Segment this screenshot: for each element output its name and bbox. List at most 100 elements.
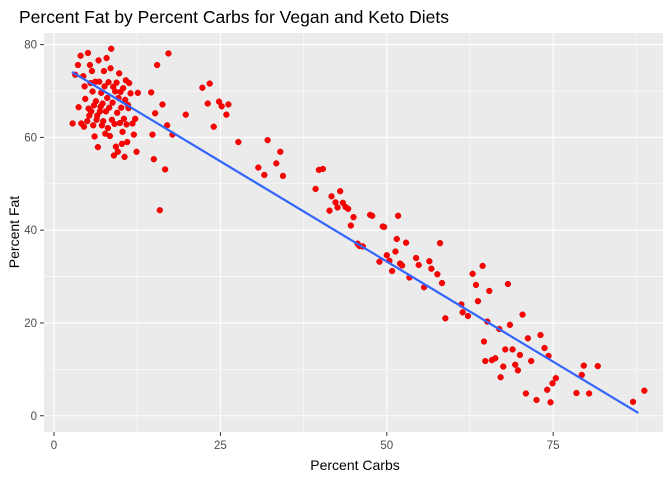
data-point <box>95 57 102 64</box>
data-point <box>345 205 352 212</box>
x-axis-title: Percent Carbs <box>310 457 399 473</box>
data-point <box>114 109 121 116</box>
trend-line <box>71 71 639 414</box>
data-point <box>480 338 488 345</box>
data-point <box>154 61 161 69</box>
data-point <box>99 100 106 107</box>
data-point <box>334 204 341 211</box>
data-point <box>88 67 96 75</box>
data-point <box>103 54 110 62</box>
data-point <box>223 111 230 118</box>
data-point <box>541 344 548 352</box>
data-point <box>129 120 136 127</box>
data-point <box>264 137 271 144</box>
data-point <box>472 281 480 289</box>
data-point <box>124 138 131 146</box>
data-point <box>84 49 92 57</box>
data-point <box>121 153 128 161</box>
data-point <box>96 78 103 85</box>
y-tick-label: 40 <box>24 225 37 237</box>
data-point <box>438 279 446 287</box>
data-point <box>105 79 112 86</box>
data-point <box>132 115 139 122</box>
data-point <box>101 83 108 90</box>
data-point <box>273 160 280 167</box>
data-point <box>479 262 486 270</box>
data-point <box>113 79 120 86</box>
data-point <box>412 254 420 262</box>
y-axis-ticks: 0 20 40 60 80 <box>24 40 44 423</box>
data-point <box>89 88 96 95</box>
data-point <box>328 193 335 200</box>
data-point <box>502 346 509 353</box>
data-point <box>544 386 551 393</box>
data-point <box>104 124 112 132</box>
data-point <box>118 104 125 111</box>
data-point <box>86 61 94 69</box>
data-point <box>218 103 225 110</box>
data-point <box>594 362 601 370</box>
data-point <box>130 131 138 138</box>
data-point <box>204 100 211 107</box>
data-point <box>225 101 232 108</box>
data-point <box>326 207 333 214</box>
y-axis-title: Percent Fat <box>6 196 22 268</box>
data-point <box>69 120 76 127</box>
data-point <box>312 185 319 193</box>
data-point <box>122 96 129 103</box>
data-point <box>134 89 141 96</box>
data-point <box>210 123 217 130</box>
data-point <box>84 118 91 125</box>
data-point <box>159 101 166 108</box>
data-point <box>376 258 383 265</box>
data-point <box>82 95 89 103</box>
x-axis-ticks: 0 25 50 75 <box>51 432 560 452</box>
data-point <box>92 98 100 105</box>
data-point <box>118 140 126 148</box>
data-point <box>100 118 107 125</box>
data-point <box>573 389 580 397</box>
data-point <box>116 119 124 127</box>
data-point <box>88 108 95 115</box>
data-point <box>380 223 388 231</box>
data-point <box>528 357 535 365</box>
y-tick-label: 80 <box>24 40 37 52</box>
data-point <box>215 98 223 105</box>
data-point <box>347 222 354 229</box>
data-point <box>277 148 284 155</box>
minor-gridlines <box>44 33 663 432</box>
data-points <box>69 45 648 406</box>
data-point <box>112 88 119 95</box>
data-point <box>486 287 493 295</box>
data-point <box>519 311 526 318</box>
data-point <box>104 94 111 102</box>
data-point <box>100 67 108 75</box>
x-tick-label: 50 <box>380 440 393 452</box>
data-point <box>549 380 556 387</box>
data-point <box>492 355 499 362</box>
data-point <box>148 89 155 96</box>
data-point <box>506 321 514 328</box>
data-point <box>199 84 206 91</box>
data-point <box>402 239 410 246</box>
data-point <box>152 110 159 117</box>
data-point <box>110 152 118 159</box>
data-point <box>474 298 482 305</box>
data-point <box>91 133 98 140</box>
data-point <box>580 362 587 369</box>
data-point <box>114 148 122 155</box>
data-point <box>206 80 213 87</box>
x-tick-label: 0 <box>51 440 57 452</box>
y-tick-label: 60 <box>24 132 37 144</box>
data-point <box>415 261 422 269</box>
data-point <box>426 258 433 265</box>
data-point <box>516 351 524 359</box>
data-point <box>111 120 118 128</box>
data-point <box>497 374 504 381</box>
data-point <box>533 396 540 404</box>
data-point <box>261 171 268 179</box>
data-point <box>522 390 530 397</box>
data-point <box>90 122 97 129</box>
data-point <box>77 52 84 59</box>
